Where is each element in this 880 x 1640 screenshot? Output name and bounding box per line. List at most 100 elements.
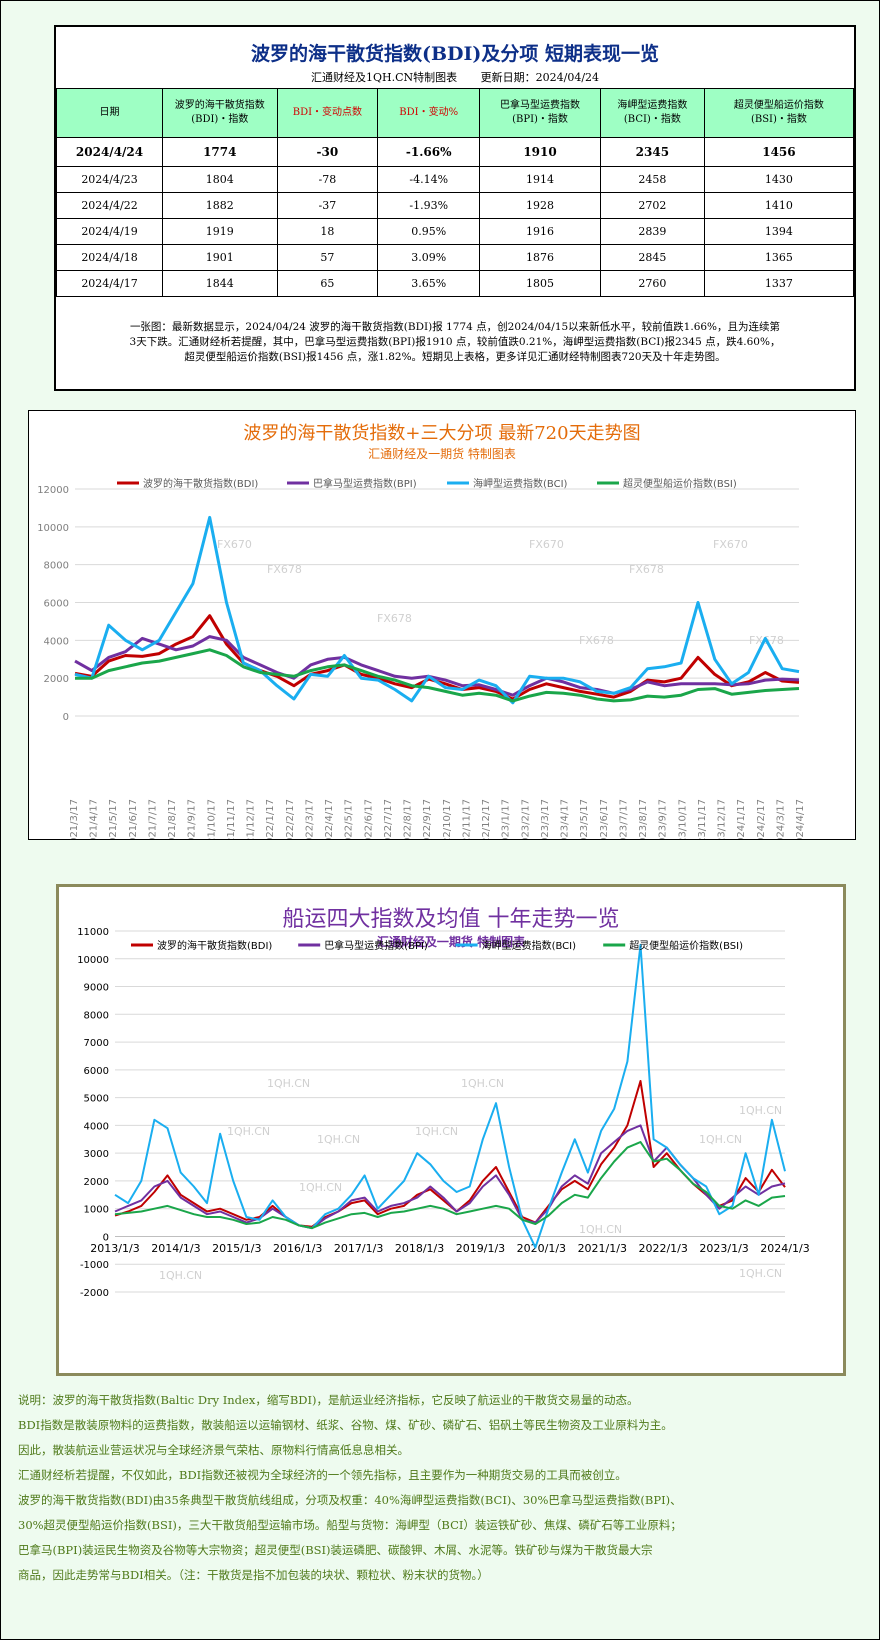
x-tick-label: 2023/3/17 bbox=[540, 799, 551, 839]
table-row: 2024/4/24 1774 -30 -1.66% 1910 2345 1456 bbox=[55, 137, 855, 167]
x-tick-label: 2022/10/17 bbox=[442, 799, 453, 839]
x-tick-label: 2022/3/17 bbox=[304, 799, 315, 839]
table-cell: 1901 bbox=[162, 244, 278, 271]
table-cell: 18 bbox=[276, 218, 379, 245]
x-tick-label: 2022/1/17 bbox=[265, 799, 276, 839]
x-tick-label: 2023/8/17 bbox=[638, 799, 649, 839]
x-tick-label: 2022/7/17 bbox=[383, 799, 394, 839]
x-tick-label: 2021/11/17 bbox=[226, 799, 237, 839]
table-cell: -78 bbox=[276, 166, 379, 193]
table-row: 2024/4/17 1844 65 3.65% 1805 2760 1337 bbox=[55, 270, 855, 297]
x-tick-label: 2021/5/17 bbox=[108, 799, 119, 839]
series-line bbox=[74, 515, 800, 705]
x-tick-label: 2024/1/17 bbox=[736, 799, 747, 839]
watermark-text: 1QH.CN bbox=[739, 1267, 782, 1280]
x-tick-label: 2022/2/17 bbox=[285, 799, 296, 839]
chart2-svg: -2000 -1000 0 1000 2000 3000 4000 5000 6000 7000 8… bbox=[77, 927, 810, 1299]
summary-note: 一张图：最新数据显示，2024/04/24 波罗的海干散货指数(BDI)报 17… bbox=[58, 320, 852, 365]
y-tick-label: 0 bbox=[103, 1232, 109, 1243]
series-line bbox=[114, 1124, 786, 1230]
col-header-bsi: 超灵便型船运价指数 (BSI)・指数 bbox=[703, 88, 855, 138]
x-tick-label: 2023/7/17 bbox=[618, 799, 629, 839]
x-tick-label: 2022/8/17 bbox=[403, 799, 414, 839]
y-tick-label: 3000 bbox=[84, 1149, 109, 1160]
description-line: 说明：波罗的海干散货指数(Baltic Dry Index，缩写BDI)，是航运… bbox=[18, 1393, 639, 1407]
y-tick-label: -2000 bbox=[80, 1288, 109, 1299]
table-cell: 1914 bbox=[479, 166, 601, 193]
y-tick-label: -1000 bbox=[80, 1260, 109, 1271]
description: 说明：波罗的海干散货指数(Baltic Dry Index，缩写BDI)，是航运… bbox=[18, 1388, 864, 1588]
table-cell: 1882 bbox=[162, 192, 278, 219]
x-tick-label: 2017/1/3 bbox=[334, 1242, 383, 1255]
table-cell: 1337 bbox=[703, 270, 855, 297]
col-header-bpi: 巴拿马型运费指数 (BPI)・指数 bbox=[479, 88, 601, 138]
table-cell: 1804 bbox=[162, 166, 278, 193]
description-line: 汇通财经析若提醒，不仅如此，BDI指数还被视为全球经济的一个领先指标，且主要作为… bbox=[18, 1468, 627, 1482]
legend-label: 超灵便型船运价指数(BSI) bbox=[629, 939, 743, 952]
table-cell: 1410 bbox=[703, 192, 855, 219]
description-line: 商品，因此走势常与BDI相关。（注：干散货是指不加包装的块状、颗粒状、粉末状的货… bbox=[18, 1568, 489, 1582]
panel-updated: 更新日期：2024/04/24 bbox=[480, 71, 600, 84]
x-tick-label: 2024/2/17 bbox=[756, 799, 767, 839]
table-cell: 1919 bbox=[162, 218, 278, 245]
legend-label: 海岬型运费指数(BCI) bbox=[473, 477, 568, 490]
x-tick-label: 2021/12/17 bbox=[246, 799, 257, 839]
table-cell: 65 bbox=[276, 270, 379, 297]
x-tick-label: 2021/1/3 bbox=[578, 1242, 627, 1255]
series-line bbox=[114, 943, 786, 1249]
x-tick-label: 2023/4/17 bbox=[560, 799, 571, 839]
y-tick-label: 6000 bbox=[44, 599, 69, 610]
table-row: 2024/4/18 1901 57 3.09% 1876 2845 1365 bbox=[55, 244, 855, 271]
table-cell: 1916 bbox=[479, 218, 601, 245]
y-tick-label: 12000 bbox=[37, 485, 69, 496]
table-cell: 3.09% bbox=[377, 244, 481, 271]
y-tick-label: 8000 bbox=[84, 1010, 109, 1021]
table-cell: -37 bbox=[276, 192, 379, 219]
y-tick-label: 11000 bbox=[77, 927, 109, 938]
x-tick-label: 2018/1/3 bbox=[395, 1242, 444, 1255]
watermark-text: FX678 bbox=[267, 563, 302, 576]
x-tick-label: 2024/1/3 bbox=[760, 1242, 809, 1255]
x-tick-label: 2020/1/3 bbox=[517, 1242, 566, 1255]
panel-title: 波罗的海干散货指数(BDI)及分项 短期表现一览 bbox=[250, 43, 660, 65]
table-cell: 2760 bbox=[599, 270, 705, 297]
y-tick-label: 9000 bbox=[84, 983, 109, 994]
chart-720-days: 波罗的海干散货指数+三大分项 最新720天走势图 汇通财经及一期货 特制图表 0… bbox=[28, 410, 856, 840]
y-tick-label: 1000 bbox=[84, 1205, 109, 1216]
table-cell: 2845 bbox=[599, 244, 705, 271]
x-tick-label: 2021/10/17 bbox=[206, 799, 217, 839]
table-cell: 1805 bbox=[479, 270, 601, 297]
table-row: 2024/4/22 1882 -37 -1.93% 1928 2702 1410 bbox=[55, 192, 855, 219]
x-tick-label: 2023/10/17 bbox=[677, 799, 688, 839]
watermark-text: 1QH.CN bbox=[415, 1125, 458, 1138]
x-tick-label: 2023/5/17 bbox=[579, 799, 590, 839]
watermark-text: 1QH.CN bbox=[699, 1133, 742, 1146]
x-tick-label: 2021/7/17 bbox=[147, 799, 158, 839]
table-cell: 3.65% bbox=[377, 270, 481, 297]
x-tick-label: 2022/12/17 bbox=[481, 799, 492, 839]
description-line: 巴拿马(BPI)装运民生物资及谷物等大宗物资；超灵便型(BSI)装运磷肥、碳酸钾… bbox=[18, 1543, 653, 1557]
y-tick-label: 2000 bbox=[44, 674, 69, 685]
y-tick-label: 4000 bbox=[84, 1121, 109, 1132]
watermark-text: 1QH.CN bbox=[579, 1223, 622, 1236]
series-line bbox=[114, 1141, 786, 1230]
chart1-svg: 0 2000 4000 6000 8000 10000 12000 2021/3/17 2021… bbox=[37, 477, 806, 839]
table-cell: 1365 bbox=[703, 244, 855, 271]
table-header-row: 日期 波罗的海干散货指数 (BDI)・指数 BDI・变动点数 BDI・变动% 巴… bbox=[55, 88, 855, 138]
y-tick-label: 7000 bbox=[84, 1038, 109, 1049]
table-cell: 2024/4/17 bbox=[55, 270, 164, 297]
table-cell: 2345 bbox=[599, 137, 705, 167]
watermark-text: 1QH.CN bbox=[159, 1269, 202, 1282]
table-cell: 2024/4/22 bbox=[55, 192, 164, 219]
summary-note-line: 一张图：最新数据显示，2024/04/24 波罗的海干散货指数(BDI)报 17… bbox=[129, 321, 781, 333]
chart-ten-year: 船运四大指数及均值 十年走势一览 汇通财经及一期货 特制图表 -2000 -100… bbox=[56, 884, 846, 1376]
watermark-text: FX670 bbox=[529, 538, 564, 551]
x-tick-label: 2021/8/17 bbox=[167, 799, 178, 839]
x-tick-label: 2023/6/17 bbox=[599, 799, 610, 839]
col-header-bdi-change: BDI・变动点数 bbox=[276, 88, 379, 138]
table-cell: 2024/4/23 bbox=[55, 166, 164, 193]
watermark-text: FX678 bbox=[629, 563, 664, 576]
watermark-text: 1QH.CN bbox=[299, 1181, 342, 1194]
summary-note-line: 3天下跌。汇通财经析若提醒，其中，巴拿马型运费指数(BPI)报1910 点，较前… bbox=[129, 336, 781, 348]
panel-source: 汇通财经及1QH.CN特制图表 bbox=[310, 71, 458, 84]
